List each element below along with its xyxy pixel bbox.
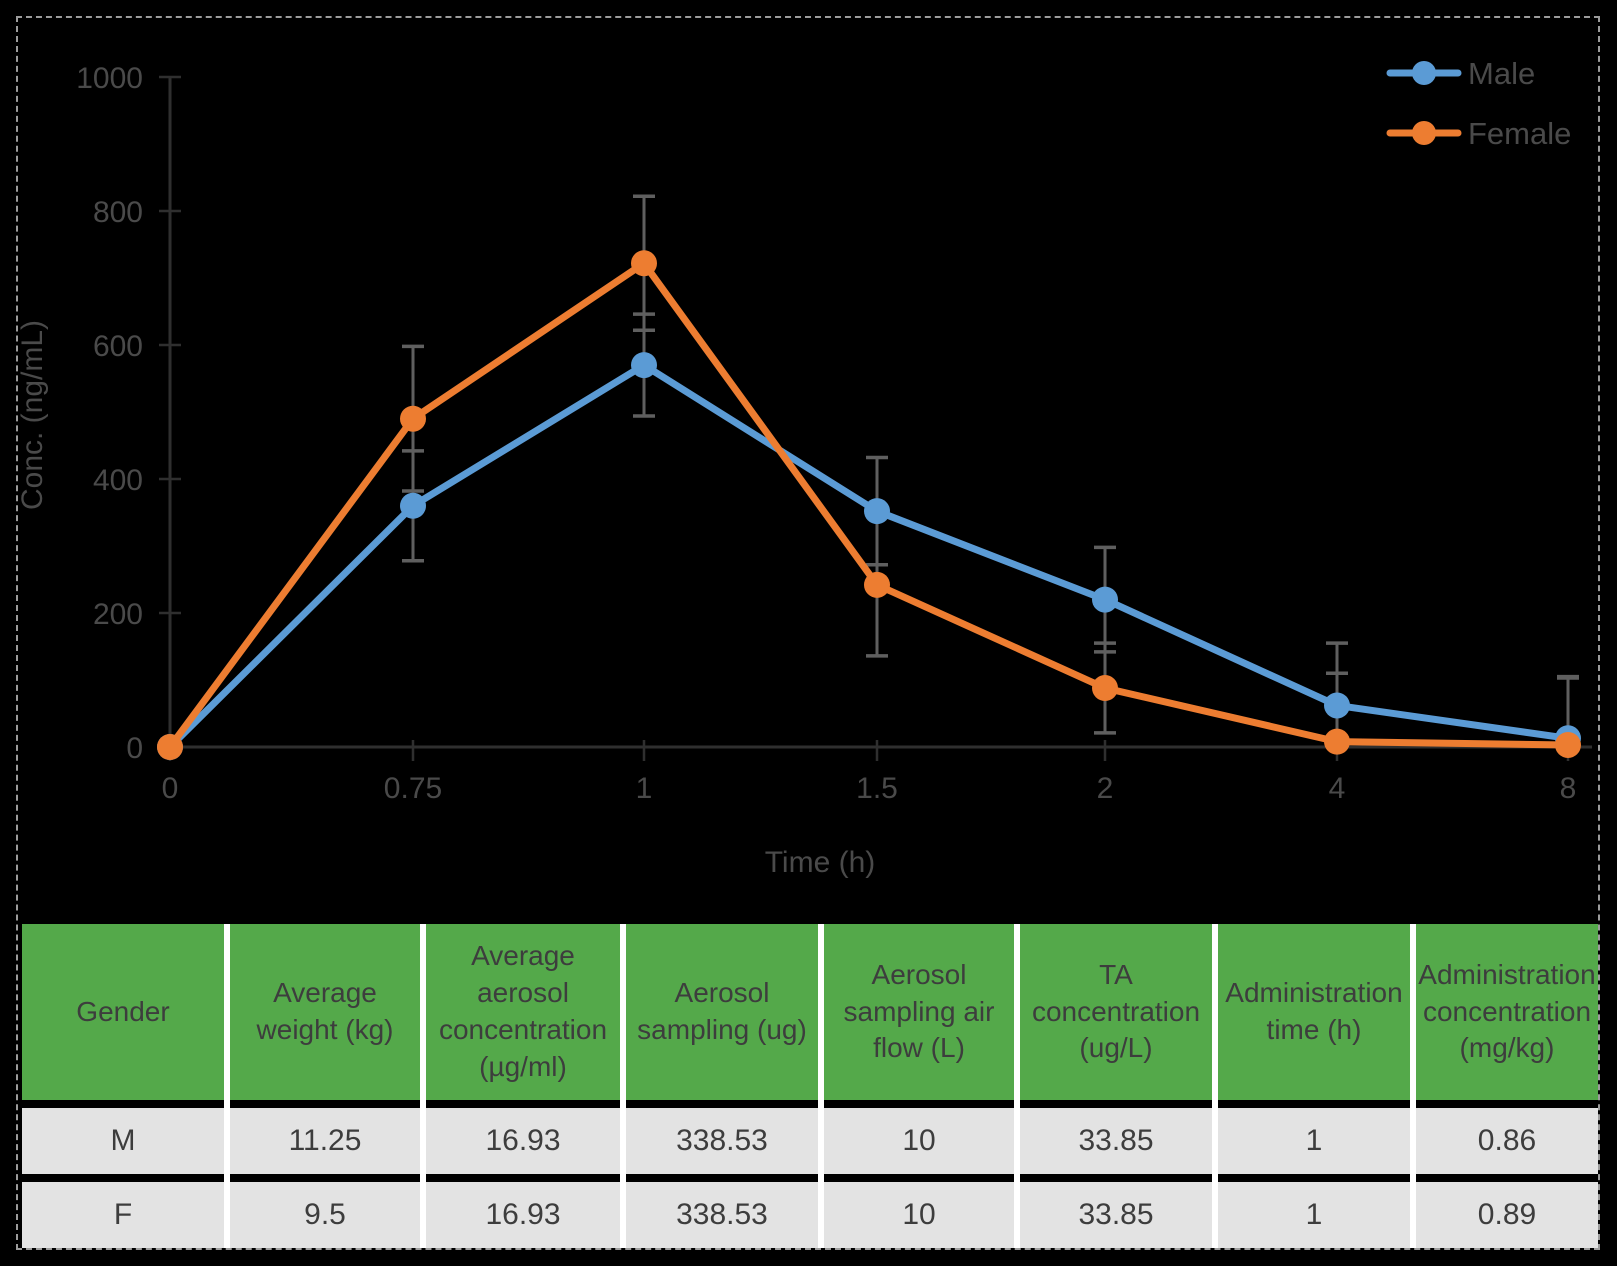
y-tick-label: 0 [126, 732, 143, 765]
table-column: Average weight (kg) 11.25 9.5 [224, 924, 420, 1248]
x-tick-label: 0.75 [384, 772, 442, 805]
table-cell: 1 [1218, 1182, 1410, 1248]
table-cell: 338.53 [626, 1108, 818, 1174]
data-point-male [400, 492, 426, 519]
data-point-female [631, 250, 657, 277]
legend: Male Female [1386, 56, 1571, 151]
data-point-female [157, 734, 183, 760]
table-column: Aerosol sampling (ug) 338.53 338.53 [620, 924, 818, 1248]
table-header-cell: Aerosol sampling air flow (L) [824, 924, 1014, 1100]
y-tick-label: 600 [93, 330, 143, 363]
legend-label-male: Male [1468, 56, 1535, 91]
table-column: TA concentration (ug/L) 33.85 33.85 [1014, 924, 1212, 1248]
table-row-gap [1218, 1100, 1410, 1108]
x-tick-label: 4 [1329, 772, 1346, 805]
table-header-cell: Average weight (kg) [230, 924, 420, 1100]
data-point-female [1324, 728, 1350, 755]
table-column: Administration concentration (mg/kg) 0.86… [1410, 924, 1598, 1248]
x-tick-label: 2 [1097, 772, 1114, 805]
data-point-male [1092, 586, 1118, 613]
table-cell: 10 [824, 1182, 1014, 1248]
pk-parameters-table: Gender M F Average weight (kg) 11.25 9.5 Avera… [22, 924, 1598, 1248]
y-tick-label: 1000 [76, 62, 143, 95]
table-header-cell: Aerosol sampling (ug) [626, 924, 818, 1100]
table-header-cell: TA concentration (ug/L) [1020, 924, 1212, 1100]
table-cell: 338.53 [626, 1182, 818, 1248]
table-column: Average aerosol concentration (µg/ml) 16.… [420, 924, 620, 1248]
table-row-gap [626, 1174, 818, 1182]
x-axis-title: Time (h) [765, 846, 876, 879]
table-row-gap [426, 1174, 620, 1182]
table-row-gap [1020, 1174, 1212, 1182]
table-cell: 16.93 [426, 1182, 620, 1248]
concentration-chart: 0 200 400 600 800 1000 0 0.75 1 1.5 2 4 8 Time (h) Con… [16, 56, 1592, 879]
table-header-cell: Average aerosol concentration (µg/ml) [426, 924, 620, 1100]
table-cell: 11.25 [230, 1108, 420, 1174]
table-row-gap [22, 1100, 224, 1108]
table-row-gap [1416, 1100, 1598, 1108]
table-cell: 0.86 [1416, 1108, 1598, 1174]
y-axis-title: Conc. (ng/mL) [16, 320, 49, 510]
table-cell: 33.85 [1020, 1108, 1212, 1174]
table-cell: 1 [1218, 1108, 1410, 1174]
y-tick-label: 400 [93, 464, 143, 497]
y-tick-label: 200 [93, 598, 143, 631]
data-point-female [1092, 675, 1118, 702]
data-point-male [1324, 692, 1350, 719]
y-tick-label: 800 [93, 196, 143, 229]
table-cell: 0.89 [1416, 1182, 1598, 1248]
x-tick-label: 1.5 [856, 772, 898, 805]
legend-marker-female [1412, 121, 1436, 145]
table-header-cell: Gender [22, 924, 224, 1100]
table-cell: 33.85 [1020, 1182, 1212, 1248]
table-row-gap [426, 1100, 620, 1108]
table-cell: F [22, 1182, 224, 1248]
table-column: Aerosol sampling air flow (L) 10 10 [818, 924, 1014, 1248]
legend-label-female: Female [1468, 116, 1571, 151]
table-column: Gender M F [22, 924, 224, 1248]
table-cell: 16.93 [426, 1108, 620, 1174]
table-row-gap [824, 1174, 1014, 1182]
table-column: Administration time (h) 1 1 [1212, 924, 1410, 1248]
data-point-female [400, 405, 426, 432]
data-point-male [864, 498, 890, 525]
table-cell: 9.5 [230, 1182, 420, 1248]
table-row-gap [22, 1174, 224, 1182]
data-point-male [631, 352, 657, 379]
table-header-cell: Administration concentration (mg/kg) [1416, 924, 1598, 1100]
table-row-gap [1218, 1174, 1410, 1182]
table-cell: 10 [824, 1108, 1014, 1174]
table-row-gap [1416, 1174, 1598, 1182]
x-tick-label: 0 [162, 772, 179, 805]
x-tick-label: 1 [636, 772, 653, 805]
table-row-gap [626, 1100, 818, 1108]
data-point-female [1555, 731, 1581, 758]
table-row-gap [230, 1100, 420, 1108]
table-row-gap [230, 1174, 420, 1182]
x-tick-label: 8 [1560, 772, 1577, 805]
data-point-female [864, 571, 890, 598]
table-header-cell: Administration time (h) [1218, 924, 1410, 1100]
table-row-gap [824, 1100, 1014, 1108]
table-cell: M [22, 1108, 224, 1174]
legend-marker-male [1412, 61, 1436, 85]
series-line-male [166, 361, 1572, 751]
table-row-gap [1020, 1100, 1212, 1108]
